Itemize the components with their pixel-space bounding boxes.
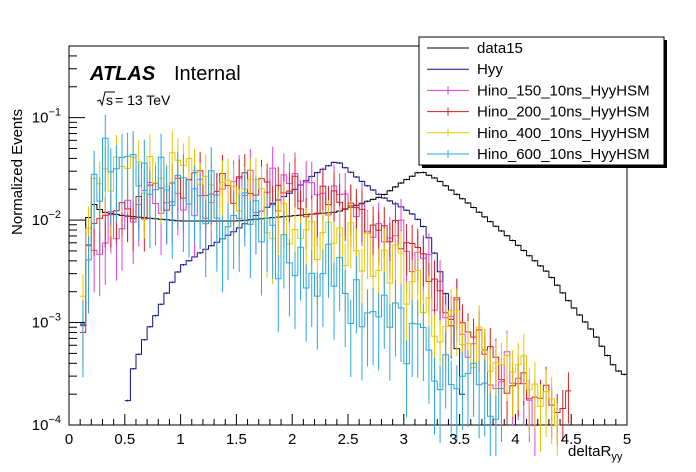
- series-Hino_600_10ns_HyyHSM: [80, 114, 505, 456]
- legend-box: [418, 36, 665, 166]
- x-axis-title: deltaRyy: [568, 443, 623, 463]
- histogram-line: [80, 170, 572, 413]
- series-layer: [80, 114, 627, 456]
- energy-value: = 13 TeV: [115, 92, 171, 108]
- x-tick-label: 3: [400, 431, 408, 448]
- legend-entry: Hyy: [427, 61, 503, 78]
- x-tick-label: 1: [176, 431, 184, 448]
- legend-label: Hino_400_10ns_HyyHSM: [477, 125, 650, 142]
- legend-label: Hino_200_10ns_HyyHSM: [477, 104, 650, 121]
- legend-label: Hino_150_10ns_HyyHSM: [477, 82, 650, 99]
- legend-entry: Hino_600_10ns_HyyHSM: [427, 146, 650, 163]
- histogram-line: [80, 137, 505, 420]
- y-tick-label: 10−2: [32, 209, 61, 229]
- energy-symbol: s: [106, 92, 113, 108]
- y-tick-exponent: −4: [48, 414, 61, 426]
- y-tick-label: 10−4: [32, 414, 61, 434]
- energy-label: s = 13 TeV: [96, 91, 171, 108]
- histogram-line: [80, 172, 627, 375]
- x-tick-label: 2: [288, 431, 296, 448]
- x-axis-title-subscript: yy: [611, 451, 623, 463]
- y-axis-title: Normalized Events: [9, 109, 26, 235]
- sqrt-symbol: [96, 91, 115, 107]
- legend-entry: data15: [427, 40, 523, 57]
- legend: data15 Hyy Hino_150_10ns_HyyHSM Hino_200_10…: [418, 36, 667, 168]
- y-tick-label: 10−1: [32, 107, 61, 127]
- x-tick-label: 1.5: [226, 431, 247, 448]
- axes-layer: 0 0.5 1 1.5 2 2.5 3 3.5 4 4.5 5 10−4 10−3 10−2 10−1: [32, 45, 631, 448]
- x-tick-label: 3.5: [449, 431, 470, 448]
- legend-label: Hyy: [477, 61, 503, 78]
- y-tick-exponent: −1: [48, 107, 61, 119]
- internal-label: Internal: [174, 63, 241, 85]
- legend-label: data15: [477, 40, 523, 57]
- x-tick-label: 5: [623, 431, 631, 448]
- y-tick-exponent: −3: [48, 312, 61, 324]
- legend-entry: Hino_150_10ns_HyyHSM: [427, 82, 650, 99]
- legend-entry: Hino_200_10ns_HyyHSM: [427, 104, 650, 121]
- legend-label: Hino_600_10ns_HyyHSM: [477, 146, 650, 163]
- y-tick-label: 10−3: [32, 312, 61, 332]
- x-tick-label: 4: [511, 431, 519, 448]
- x-tick-label: 4.5: [561, 431, 582, 448]
- x-tick-label: 2.5: [338, 431, 359, 448]
- y-tick-exponent: −2: [48, 209, 61, 221]
- x-tick-label: 0.5: [114, 431, 135, 448]
- atlas-label: ATLAS: [89, 63, 156, 85]
- legend-entry: Hino_400_10ns_HyyHSM: [427, 125, 650, 142]
- x-tick-label: 0: [65, 431, 73, 448]
